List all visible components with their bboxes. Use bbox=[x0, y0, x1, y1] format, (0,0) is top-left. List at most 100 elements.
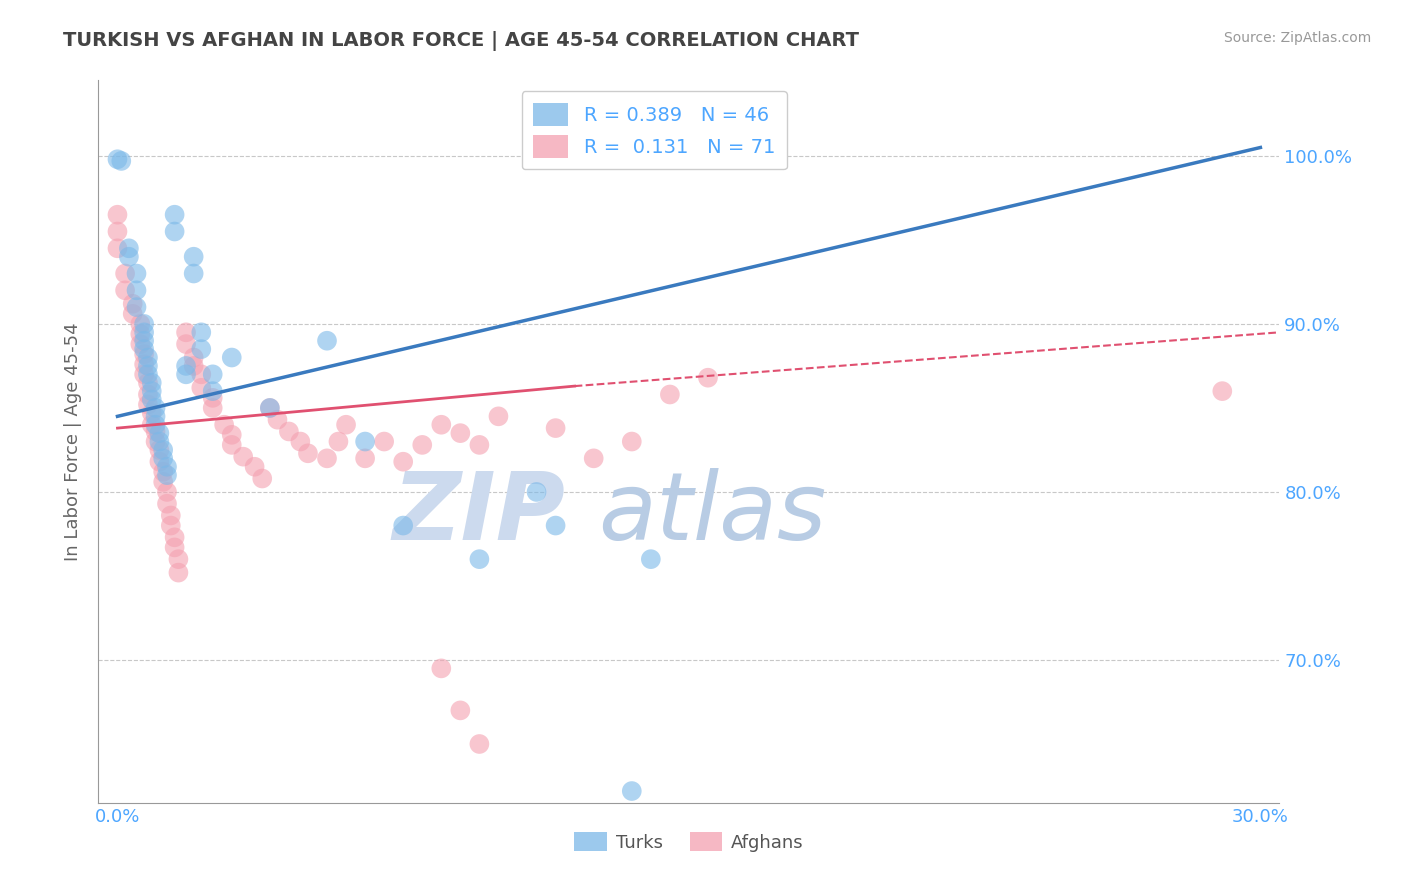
Point bbox=[125, 267, 148, 281]
Point bbox=[190, 326, 212, 340]
Legend: Turks, Afghans: Turks, Afghans bbox=[567, 824, 811, 859]
Point bbox=[121, 297, 143, 311]
Point bbox=[129, 337, 152, 351]
Point bbox=[201, 368, 224, 382]
Point bbox=[107, 153, 129, 167]
Point bbox=[658, 387, 681, 401]
Point bbox=[620, 434, 643, 449]
Point bbox=[221, 427, 243, 442]
Point bbox=[152, 465, 174, 479]
Point bbox=[156, 468, 179, 483]
Point bbox=[335, 417, 357, 432]
Point bbox=[316, 334, 339, 348]
Point bbox=[526, 485, 548, 500]
Text: Source: ZipAtlas.com: Source: ZipAtlas.com bbox=[1223, 31, 1371, 45]
Point bbox=[163, 530, 186, 544]
Point bbox=[392, 455, 415, 469]
Point bbox=[201, 401, 224, 415]
Point bbox=[125, 300, 148, 314]
Point bbox=[190, 381, 212, 395]
Point bbox=[134, 317, 156, 331]
Point bbox=[134, 347, 156, 361]
Point bbox=[129, 326, 152, 341]
Point bbox=[118, 241, 141, 255]
Point bbox=[232, 450, 254, 464]
Y-axis label: In Labor Force | Age 45-54: In Labor Force | Age 45-54 bbox=[63, 322, 82, 561]
Point bbox=[152, 475, 174, 489]
Point bbox=[266, 413, 288, 427]
Point bbox=[297, 446, 319, 460]
Point bbox=[259, 401, 281, 415]
Point bbox=[145, 401, 167, 415]
Point bbox=[316, 451, 339, 466]
Point bbox=[620, 784, 643, 798]
Point bbox=[136, 387, 159, 401]
Point bbox=[544, 421, 567, 435]
Point bbox=[183, 267, 205, 281]
Point bbox=[134, 334, 156, 348]
Point bbox=[259, 401, 281, 415]
Point bbox=[582, 451, 605, 466]
Point bbox=[544, 518, 567, 533]
Point bbox=[134, 342, 156, 356]
Point bbox=[141, 384, 163, 398]
Point bbox=[163, 225, 186, 239]
Point bbox=[136, 368, 159, 382]
Point bbox=[252, 471, 274, 485]
Point bbox=[129, 317, 152, 331]
Point bbox=[488, 409, 510, 424]
Point bbox=[107, 208, 129, 222]
Point bbox=[449, 703, 471, 717]
Point bbox=[145, 425, 167, 439]
Point bbox=[468, 737, 491, 751]
Point bbox=[373, 434, 395, 449]
Point bbox=[190, 368, 212, 382]
Text: ZIP: ZIP bbox=[392, 467, 565, 560]
Point bbox=[221, 351, 243, 365]
Point bbox=[167, 566, 190, 580]
Point bbox=[1211, 384, 1233, 398]
Point bbox=[141, 406, 163, 420]
Point bbox=[136, 351, 159, 365]
Point bbox=[145, 417, 167, 432]
Point bbox=[156, 485, 179, 500]
Point bbox=[183, 250, 205, 264]
Point bbox=[136, 359, 159, 373]
Point bbox=[167, 552, 190, 566]
Point bbox=[392, 518, 415, 533]
Point bbox=[141, 392, 163, 407]
Point bbox=[134, 357, 156, 371]
Point bbox=[152, 442, 174, 457]
Point bbox=[136, 398, 159, 412]
Point bbox=[141, 417, 163, 432]
Point bbox=[125, 283, 148, 297]
Point bbox=[118, 250, 141, 264]
Point bbox=[114, 283, 136, 297]
Point bbox=[163, 541, 186, 555]
Point bbox=[159, 518, 181, 533]
Point bbox=[277, 425, 299, 439]
Point bbox=[148, 442, 170, 457]
Point bbox=[145, 409, 167, 424]
Point bbox=[156, 459, 179, 474]
Point bbox=[290, 434, 312, 449]
Point bbox=[221, 438, 243, 452]
Point bbox=[174, 359, 197, 373]
Point bbox=[354, 451, 377, 466]
Point bbox=[114, 267, 136, 281]
Point bbox=[430, 661, 453, 675]
Point bbox=[145, 434, 167, 449]
Point bbox=[141, 376, 163, 390]
Point bbox=[163, 208, 186, 222]
Point bbox=[174, 368, 197, 382]
Point bbox=[468, 552, 491, 566]
Point bbox=[148, 426, 170, 441]
Point bbox=[183, 359, 205, 373]
Point bbox=[107, 225, 129, 239]
Point bbox=[449, 426, 471, 441]
Point bbox=[121, 307, 143, 321]
Text: atlas: atlas bbox=[599, 468, 827, 559]
Point bbox=[468, 438, 491, 452]
Point bbox=[148, 434, 170, 449]
Point bbox=[190, 342, 212, 356]
